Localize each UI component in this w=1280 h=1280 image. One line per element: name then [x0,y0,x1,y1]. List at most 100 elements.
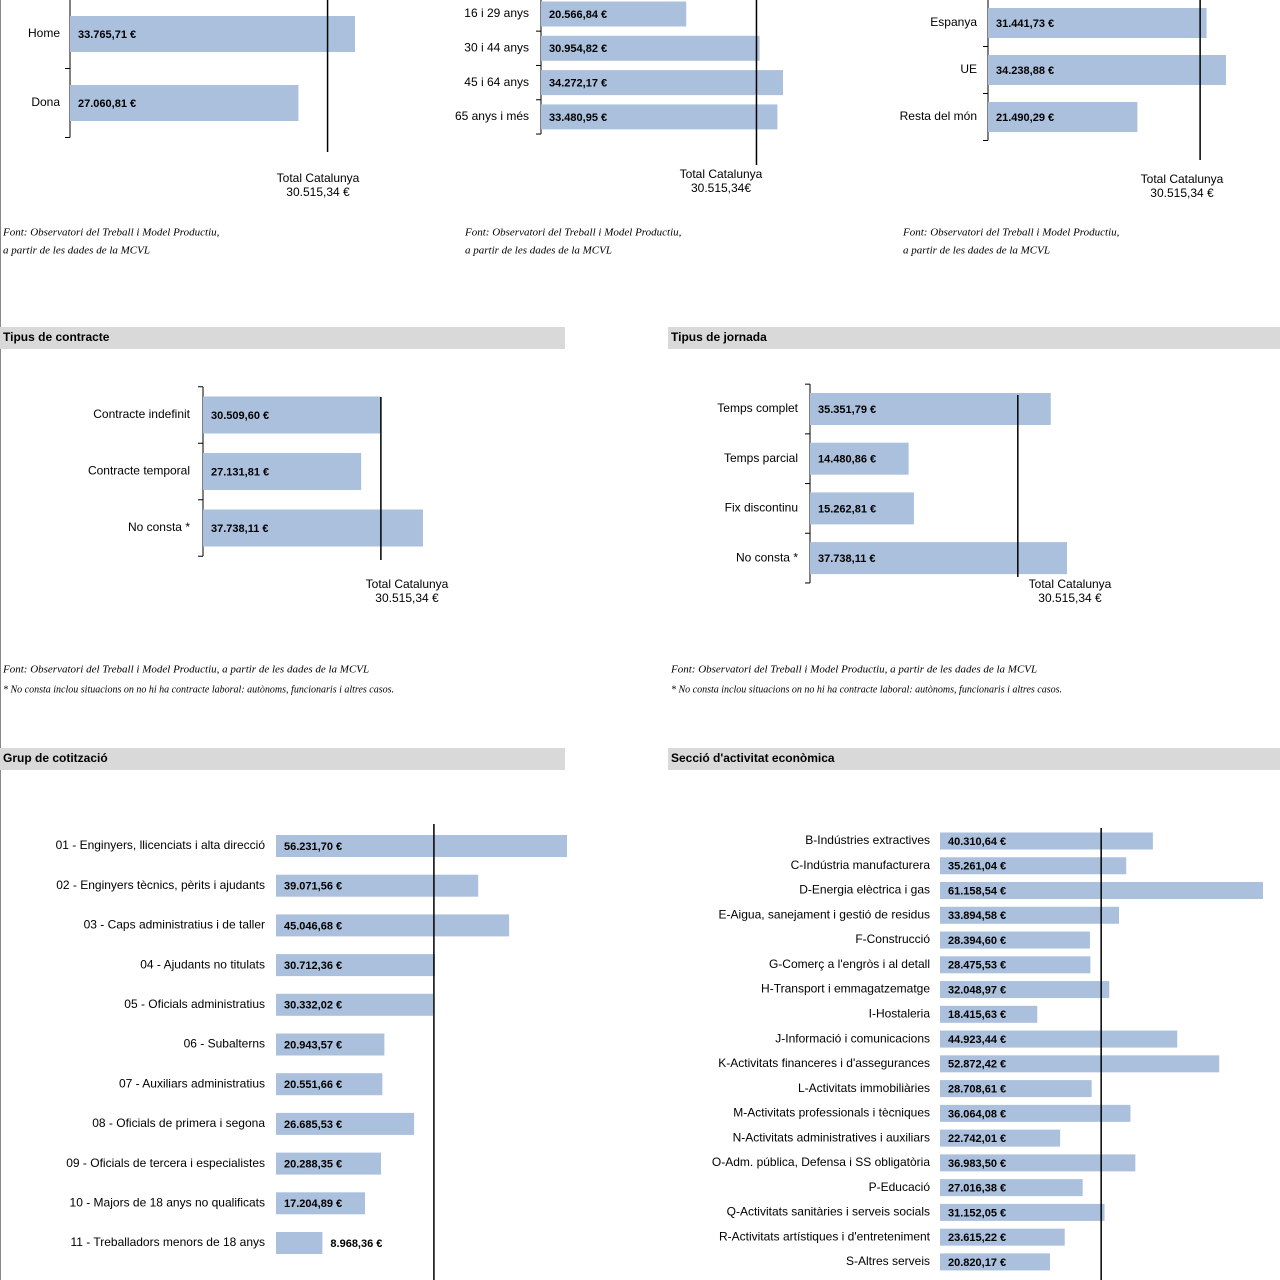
value-label: 26.685,53 € [284,1119,342,1131]
bar [988,55,1226,85]
value-label: 39.071,56 € [284,881,342,893]
bar [276,835,567,857]
reference-value-label: 30.515,34€ [691,181,751,195]
value-label: 31.441,73 € [996,18,1054,30]
value-label: 28.708,61 € [948,1084,1006,1096]
source-note: a partir de les dades de la MCVL [3,245,150,257]
reference-label: Total Catalunya [1029,577,1112,591]
value-label: 27.060,81 € [78,98,136,110]
value-label: 34.272,17 € [549,78,607,90]
bar [276,1192,366,1215]
category-label: 16 i 29 anys [464,6,529,20]
category-label: D-Energia elèctrica i gas [799,883,930,897]
value-label: 37.738,11 € [818,553,876,565]
category-label: K-Activitats financeres i d'assegurances [718,1056,930,1070]
section-header-bg [0,327,565,349]
value-label: 40.310,64 € [948,836,1006,848]
reference-value-label: 30.515,34 € [375,591,439,605]
category-label: F-Construcció [855,932,930,946]
category-label: 11 - Treballadors menors de 18 anys [70,1235,265,1249]
value-label: 27.016,38 € [948,1183,1006,1195]
bar [988,102,1138,132]
value-label: 20.288,35 € [284,1159,342,1171]
category-label: B-Indústries extractives [805,833,930,847]
value-label: 33.480,95 € [549,112,607,124]
reference-value-label: 30.515,34 € [1150,186,1214,200]
bar [940,1154,1136,1172]
category-label: 10 - Majors de 18 anys no qualificats [70,1195,265,1209]
source-note: a partir de les dades de la MCVL [465,245,612,257]
value-label: 45.046,68 € [284,920,342,932]
category-label: N-Activitats administratives i auxiliars [733,1130,930,1144]
source-note: a partir de les dades de la MCVL [903,245,1050,257]
category-label: Temps complet [717,401,798,415]
value-label: 28.394,60 € [948,935,1006,947]
category-label: Home [28,26,60,40]
value-label: 22.742,01 € [948,1133,1006,1145]
category-label: 02 - Enginyers tècnics, pèrits i ajudant… [56,878,265,892]
reference-label: Total Catalunya [1141,172,1224,186]
value-label: 23.615,22 € [948,1232,1006,1244]
bar [541,104,778,130]
value-label: 27.131,81 € [211,466,269,478]
value-label: 18.415,63 € [948,1009,1006,1021]
category-label: E-Aigua, sanejament i gestió de residus [719,907,930,921]
category-label: J-Informació i comunicacions [775,1031,930,1045]
category-label: Fix discontinu [725,501,798,515]
bar [940,1030,1178,1048]
value-label: 30.332,02 € [284,1000,342,1012]
category-label: Dona [31,95,60,109]
category-label: No consta * [736,550,798,564]
category-label: 04 - Ajudants no titulats [140,957,265,971]
value-label: 44.923,44 € [948,1034,1006,1046]
reference-value-label: 30.515,34 € [1038,591,1102,605]
value-label: 15.262,81 € [818,503,876,515]
bar [70,16,355,52]
bar [940,1228,1065,1246]
bar [276,954,435,977]
value-label: 35.351,79 € [818,404,876,416]
value-label: 30.509,60 € [211,410,269,422]
section-header-bg [668,327,1280,349]
category-label: Resta del món [900,109,977,123]
category-label: 05 - Oficials administratius [124,997,265,1011]
category-label: O-Adm. pública, Defensa i SS obligatòria [712,1155,930,1169]
section-header-bg [668,748,1280,770]
category-label: 06 - Subalterns [184,1037,265,1051]
source-note: Font: Observatori del Treball i Model Pr… [464,227,682,239]
value-label: 17.204,89 € [284,1198,342,1210]
value-label: 20.820,17 € [948,1257,1006,1269]
reference-label: Total Catalunya [366,577,449,591]
reference-label: Total Catalunya [277,171,360,185]
bar [940,956,1091,974]
value-label: 36.983,50 € [948,1158,1006,1170]
value-label: 14.480,86 € [818,454,876,466]
source-note: Font: Observatori del Treball i Model Pr… [2,664,369,676]
category-label: M-Activitats professionals i tècniques [733,1106,930,1120]
section-title: Grup de cotització [3,751,108,765]
category-label: 01 - Enginyers, llicenciats i alta direc… [56,838,266,852]
bar [940,906,1120,924]
category-label: Temps parcial [724,451,798,465]
category-label: I-Hostaleria [869,1006,931,1020]
category-label: 08 - Oficials de primera i segona [92,1116,265,1130]
value-label: 37.738,11 € [211,523,269,535]
value-label: 33.894,58 € [948,910,1006,922]
bar [940,1055,1220,1073]
value-label: 56.231,70 € [284,841,342,853]
bar [810,542,1067,575]
source-note: Font: Observatori del Treball i Model Pr… [2,227,220,239]
category-label: UE [960,62,977,76]
category-label: 07 - Auxiliars administratius [119,1076,265,1090]
category-label: 09 - Oficials de tercera i especialistes [66,1156,265,1170]
bar [276,874,479,897]
bar [940,1129,1061,1147]
bar [70,85,299,121]
bar [276,914,510,937]
section-header-bg [0,748,565,770]
category-label: 45 i 64 anys [464,75,529,89]
value-label: 32.048,97 € [948,984,1006,996]
source-note: Font: Observatori del Treball i Model Pr… [670,664,1037,676]
value-label: 30.712,36 € [284,960,342,972]
